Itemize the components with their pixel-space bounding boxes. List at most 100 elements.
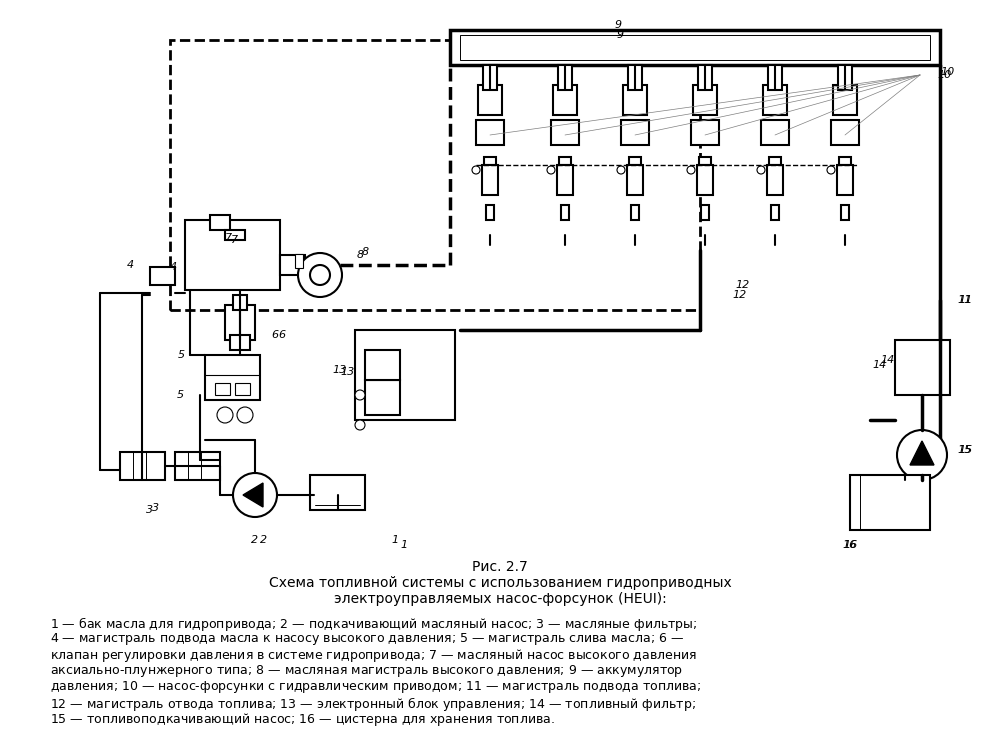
Bar	[365, 350, 400, 380]
Text: 13: 13	[333, 365, 347, 375]
Text: 2: 2	[260, 535, 267, 545]
Bar	[478, 85, 502, 115]
Circle shape	[757, 166, 765, 174]
Bar	[693, 85, 717, 115]
Text: 10: 10	[940, 67, 954, 77]
Text: 16: 16	[843, 540, 857, 550]
Bar	[551, 120, 579, 145]
Bar	[553, 85, 577, 115]
Bar	[482, 165, 498, 195]
Bar	[697, 165, 713, 195]
Bar	[631, 205, 639, 220]
Circle shape	[472, 166, 480, 174]
Text: 6: 6	[271, 330, 279, 340]
Bar	[767, 165, 783, 195]
Circle shape	[234, 362, 246, 374]
Text: 9: 9	[615, 20, 622, 30]
Text: 10: 10	[938, 70, 952, 80]
Bar	[841, 205, 849, 220]
Bar	[623, 85, 647, 115]
Bar	[837, 165, 853, 195]
Text: аксиально-плунжерного типа; $\it{8}$ — масляная магистраль высокого давления; $\: аксиально-плунжерного типа; $\it{8}$ — м…	[50, 663, 683, 679]
Bar	[230, 335, 250, 350]
Bar	[235, 383, 250, 395]
Bar	[838, 65, 852, 90]
Text: $\it{12}$ — магистраль отвода топлива; $\it{13}$ — электронный блок управления; : $\it{12}$ — магистраль отвода топлива; $…	[50, 695, 696, 713]
Bar	[698, 65, 712, 90]
Bar	[559, 157, 571, 165]
Text: $\it{1}$ — бак масла для гидропривода; $\it{2}$ — подкачивающий масляный насос; : $\it{1}$ — бак масла для гидропривода; $…	[50, 615, 697, 633]
Bar	[768, 65, 782, 90]
Bar	[486, 205, 494, 220]
Bar	[295, 254, 303, 268]
Text: 2: 2	[251, 535, 259, 545]
Bar	[761, 120, 789, 145]
Text: Схема топливной системы с использованием гидроприводных: Схема топливной системы с использованием…	[269, 576, 731, 590]
Bar	[483, 65, 497, 90]
Text: 11: 11	[958, 295, 972, 305]
Bar	[460, 35, 930, 60]
Text: 7: 7	[225, 233, 232, 243]
Text: Рис. 2.7: Рис. 2.7	[472, 560, 528, 574]
Text: давления; $\it{10}$ — насос-форсунки с гидравлическим приводом; $\it{11}$ — маги: давления; $\it{10}$ — насос-форсунки с г…	[50, 679, 701, 695]
Bar	[185, 220, 280, 290]
Text: 8: 8	[362, 247, 369, 257]
Text: 16: 16	[843, 540, 857, 550]
Text: 14: 14	[880, 355, 894, 365]
Circle shape	[217, 407, 233, 423]
Text: 1: 1	[400, 540, 407, 550]
Bar	[175, 452, 220, 480]
Text: 6: 6	[278, 330, 285, 340]
Bar	[215, 383, 230, 395]
Text: 1: 1	[391, 535, 399, 545]
Bar	[365, 380, 400, 415]
Bar	[831, 120, 859, 145]
Circle shape	[547, 166, 555, 174]
Text: 11: 11	[958, 295, 972, 305]
Bar	[310, 475, 365, 510]
Bar	[476, 120, 504, 145]
Bar	[233, 295, 247, 310]
Bar	[484, 157, 496, 165]
Text: 14: 14	[873, 360, 887, 370]
Text: 3: 3	[146, 505, 154, 515]
Text: 8: 8	[356, 250, 364, 260]
Circle shape	[298, 253, 342, 297]
Bar	[621, 120, 649, 145]
Circle shape	[355, 390, 365, 400]
Text: клапан регулировки давления в системе гидропривода; $\it{7}$ — масляный насос вы: клапан регулировки давления в системе ги…	[50, 647, 697, 664]
Bar	[691, 120, 719, 145]
Bar	[839, 157, 851, 165]
Circle shape	[827, 166, 835, 174]
Text: 9: 9	[616, 30, 624, 40]
Bar	[561, 205, 569, 220]
Bar	[557, 165, 573, 195]
Circle shape	[687, 166, 695, 174]
Bar	[895, 340, 950, 395]
Circle shape	[237, 407, 253, 423]
Bar	[205, 355, 260, 400]
Bar	[771, 205, 779, 220]
Circle shape	[233, 473, 277, 517]
Polygon shape	[243, 483, 263, 507]
Text: $\it{15}$ — топливоподкачивающий насос; $\it{16}$ — цистерна для хранения топлив: $\it{15}$ — топливоподкачивающий насос; …	[50, 711, 555, 728]
Bar	[627, 165, 643, 195]
Bar	[170, 40, 700, 310]
Bar	[280, 255, 305, 275]
Bar	[763, 85, 787, 115]
Text: 5: 5	[178, 350, 185, 360]
Bar	[450, 30, 940, 65]
Text: 4: 4	[170, 262, 177, 272]
Text: $\it{4}$ — магистраль подвода масла к насосу высокого давления; $\it{5}$ — магис: $\it{4}$ — магистраль подвода масла к на…	[50, 631, 684, 647]
Text: электроуправляемых насос-форсунок (HEUI):: электроуправляемых насос-форсунок (HEUI)…	[334, 592, 666, 606]
Bar	[701, 205, 709, 220]
Text: 3: 3	[152, 503, 159, 513]
Bar	[150, 267, 175, 285]
Bar	[225, 305, 255, 340]
Bar	[629, 157, 641, 165]
Circle shape	[355, 420, 365, 430]
Bar	[120, 452, 165, 480]
Bar	[355, 330, 455, 420]
Text: 12: 12	[733, 290, 747, 300]
Bar	[628, 65, 642, 90]
